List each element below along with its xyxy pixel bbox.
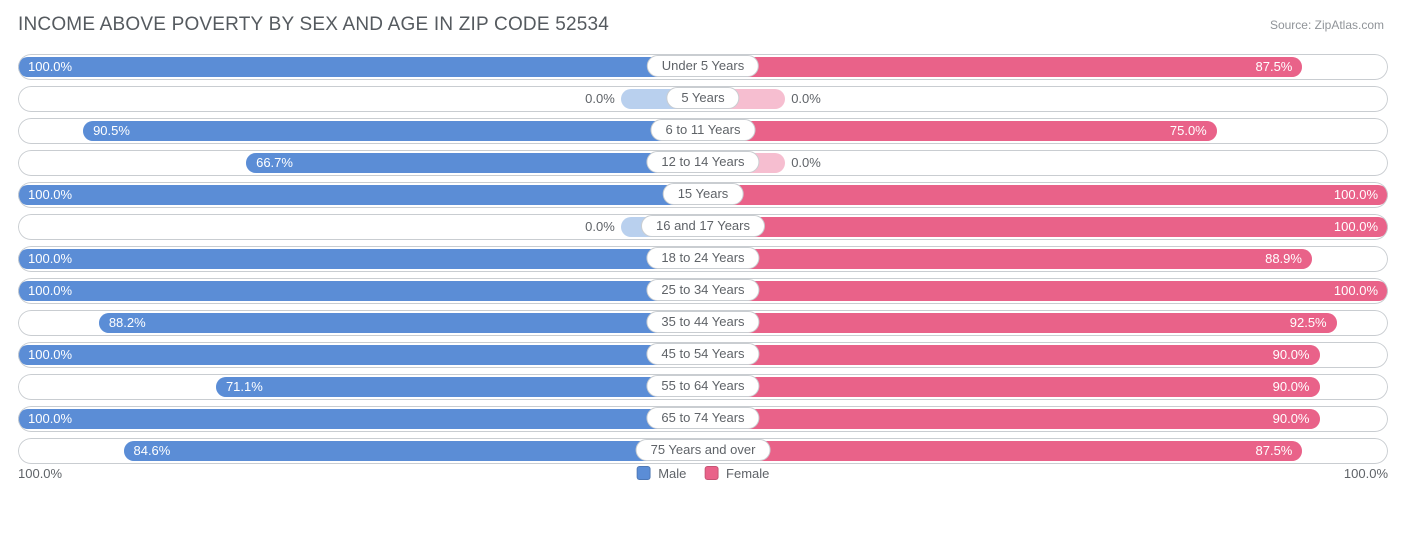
chart-title: INCOME ABOVE POVERTY BY SEX AND AGE IN Z… xyxy=(18,14,1388,36)
age-label: 75 Years and over xyxy=(636,439,771,461)
male-value: 84.6% xyxy=(133,438,170,464)
male-bar xyxy=(18,281,703,301)
male-bar xyxy=(18,345,703,365)
male-value: 100.0% xyxy=(28,278,72,304)
male-bar xyxy=(18,409,703,429)
axis-right-label: 100.0% xyxy=(1344,466,1388,481)
female-value: 87.5% xyxy=(1256,54,1293,80)
chart-row: 100.0% 90.0% 65 to 74 Years xyxy=(18,406,1388,432)
chart-axis: 100.0% 100.0% Male Female xyxy=(18,466,1388,488)
age-label: 5 Years xyxy=(666,87,739,109)
male-value: 100.0% xyxy=(28,182,72,208)
age-label: 12 to 14 Years xyxy=(646,151,759,173)
female-bar xyxy=(703,409,1320,429)
male-bar xyxy=(124,441,704,461)
chart-source: Source: ZipAtlas.com xyxy=(1270,18,1384,32)
age-label: 65 to 74 Years xyxy=(646,407,759,429)
age-label: 35 to 44 Years xyxy=(646,311,759,333)
chart-row: 71.1% 90.0% 55 to 64 Years xyxy=(18,374,1388,400)
chart-row: 88.2% 92.5% 35 to 44 Years xyxy=(18,310,1388,336)
female-value: 100.0% xyxy=(1334,182,1378,208)
male-bar xyxy=(18,185,703,205)
male-value: 100.0% xyxy=(28,406,72,432)
chart-row: 0.0% 0.0% 5 Years xyxy=(18,86,1388,112)
male-value: 88.2% xyxy=(109,310,146,336)
male-value: 0.0% xyxy=(585,86,615,112)
age-label: 16 and 17 Years xyxy=(641,215,765,237)
female-value: 0.0% xyxy=(791,86,821,112)
legend-female-label: Female xyxy=(726,466,769,481)
legend-female: Female xyxy=(704,466,769,481)
female-value: 75.0% xyxy=(1170,118,1207,144)
age-label: 45 to 54 Years xyxy=(646,343,759,365)
male-bar xyxy=(83,121,703,141)
female-bar xyxy=(703,249,1312,269)
chart-row: 66.7% 0.0% 12 to 14 Years xyxy=(18,150,1388,176)
female-value: 100.0% xyxy=(1334,214,1378,240)
female-value: 90.0% xyxy=(1273,406,1310,432)
female-value: 88.9% xyxy=(1265,246,1302,272)
chart-row: 84.6% 87.5% 75 Years and over xyxy=(18,438,1388,464)
female-bar xyxy=(703,345,1320,365)
female-bar xyxy=(703,313,1337,333)
chart-row: 90.5% 75.0% 6 to 11 Years xyxy=(18,118,1388,144)
male-value: 66.7% xyxy=(256,150,293,176)
legend-swatch-female xyxy=(704,466,718,480)
male-bar xyxy=(216,377,703,397)
legend-swatch-male xyxy=(637,466,651,480)
chart-row: 0.0% 100.0% 16 and 17 Years xyxy=(18,214,1388,240)
male-value: 0.0% xyxy=(585,214,615,240)
chart-row: 100.0% 100.0% 15 Years xyxy=(18,182,1388,208)
female-bar xyxy=(703,377,1320,397)
female-bar xyxy=(703,57,1302,77)
female-bar xyxy=(703,441,1302,461)
male-value: 100.0% xyxy=(28,54,72,80)
age-label: 25 to 34 Years xyxy=(646,279,759,301)
male-bar xyxy=(18,57,703,77)
female-value: 87.5% xyxy=(1256,438,1293,464)
chart-row: 100.0% 87.5% Under 5 Years xyxy=(18,54,1388,80)
female-value: 0.0% xyxy=(791,150,821,176)
chart-row: 100.0% 88.9% 18 to 24 Years xyxy=(18,246,1388,272)
female-bar xyxy=(703,121,1217,141)
legend: Male Female xyxy=(637,466,770,481)
male-value: 100.0% xyxy=(28,342,72,368)
female-value: 100.0% xyxy=(1334,278,1378,304)
male-value: 90.5% xyxy=(93,118,130,144)
chart-row: 100.0% 100.0% 25 to 34 Years xyxy=(18,278,1388,304)
female-bar xyxy=(703,281,1388,301)
age-label: 6 to 11 Years xyxy=(651,119,756,141)
chart-rows: 100.0% 87.5% Under 5 Years 0.0% 0.0% 5 Years 9… xyxy=(18,54,1388,464)
legend-male-label: Male xyxy=(658,466,686,481)
female-value: 90.0% xyxy=(1273,374,1310,400)
legend-male: Male xyxy=(637,466,687,481)
female-bar xyxy=(703,217,1388,237)
male-bar xyxy=(246,153,703,173)
age-label: Under 5 Years xyxy=(647,55,759,77)
male-bar xyxy=(18,249,703,269)
male-value: 100.0% xyxy=(28,246,72,272)
axis-left-label: 100.0% xyxy=(18,466,62,481)
age-label: 18 to 24 Years xyxy=(646,247,759,269)
chart-row: 100.0% 90.0% 45 to 54 Years xyxy=(18,342,1388,368)
chart-container: INCOME ABOVE POVERTY BY SEX AND AGE IN Z… xyxy=(0,0,1406,498)
female-value: 90.0% xyxy=(1273,342,1310,368)
age-label: 15 Years xyxy=(663,183,744,205)
female-value: 92.5% xyxy=(1290,310,1327,336)
male-bar xyxy=(99,313,703,333)
male-value: 71.1% xyxy=(226,374,263,400)
female-bar xyxy=(703,185,1388,205)
age-label: 55 to 64 Years xyxy=(646,375,759,397)
